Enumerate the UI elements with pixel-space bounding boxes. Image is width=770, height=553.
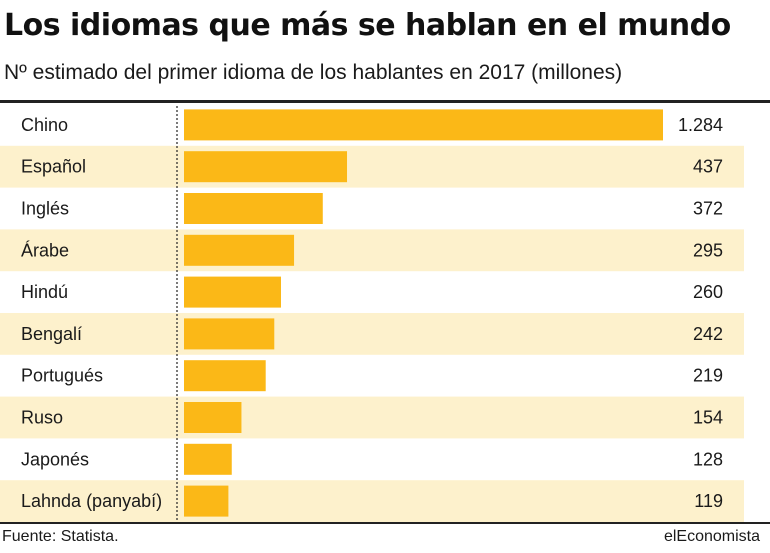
- value-label: 437: [693, 157, 723, 177]
- category-label: Portugués: [21, 366, 103, 386]
- value-label: 219: [693, 366, 723, 386]
- value-label: 295: [693, 240, 723, 260]
- bar: [184, 151, 348, 183]
- row-stripe: [0, 145, 744, 188]
- category-label: Inglés: [21, 199, 69, 219]
- bar: [184, 360, 266, 392]
- chart-title: Los idiomas que más se hablan en el mund…: [4, 9, 731, 43]
- bar: [184, 276, 281, 308]
- bar: [184, 485, 229, 517]
- bar: [184, 402, 242, 433]
- value-label: 260: [693, 282, 723, 302]
- value-label: 242: [693, 324, 723, 344]
- bar: [184, 443, 232, 475]
- row-stripe: [0, 229, 744, 272]
- category-label: Chino: [21, 115, 68, 135]
- top-rule: [0, 100, 770, 103]
- bar: [184, 109, 663, 141]
- value-label: 154: [693, 408, 723, 428]
- category-label: Ruso: [21, 408, 63, 428]
- value-label: 128: [693, 449, 723, 469]
- row-stripe: [0, 480, 744, 522]
- row-stripe: [0, 396, 744, 439]
- category-label: Lahnda (panyabí): [21, 491, 162, 511]
- category-label: Bengalí: [21, 324, 82, 344]
- value-label: 1.284: [678, 115, 723, 135]
- value-labels: 1.284 437 372 295 260 242 219 154 128 119: [678, 115, 723, 511]
- category-label: Español: [21, 157, 86, 177]
- category-label: Hindú: [21, 282, 68, 302]
- category-label: Árabe: [21, 240, 69, 260]
- row-stripes: [0, 145, 744, 522]
- publisher-brand: elEconomista: [663, 528, 760, 545]
- bottom-rule: [0, 522, 770, 524]
- bar: [184, 193, 323, 224]
- category-labels: Chino Español Inglés Árabe Hindú Bengalí Portu…: [21, 115, 162, 511]
- value-label: 119: [694, 491, 723, 511]
- chart-subtitle: Nº estimado del primer idioma de los hab…: [4, 61, 623, 84]
- source-note: Fuente: Statista.: [2, 528, 119, 545]
- bar: [184, 234, 295, 266]
- category-label: Japonés: [21, 449, 89, 469]
- bar: [184, 318, 275, 350]
- value-label: 372: [693, 199, 723, 219]
- row-stripe: [0, 313, 744, 355]
- bars-group: [184, 109, 663, 517]
